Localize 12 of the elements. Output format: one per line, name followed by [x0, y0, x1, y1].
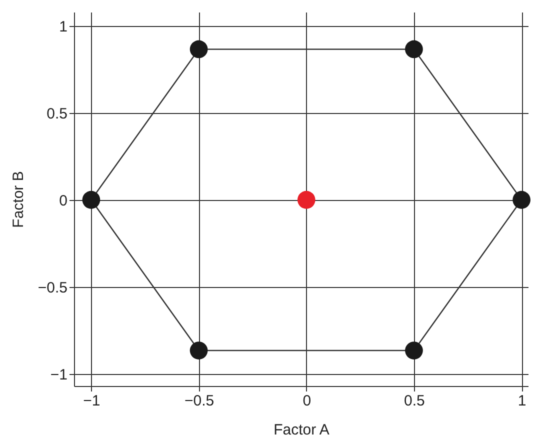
y-tick-label: 0 — [59, 192, 68, 210]
y-axis-title: Factor B — [10, 171, 27, 228]
x-axis-title: Factor A — [274, 422, 330, 438]
x-tick-label: −1 — [83, 392, 100, 410]
x-tick-label: 0.5 — [404, 392, 425, 410]
y-tick-label: −1 — [50, 366, 68, 384]
x-tick-label: 1 — [518, 392, 526, 410]
y-tick-label: 1 — [59, 18, 68, 36]
x-tick-label: −0.5 — [184, 392, 214, 410]
x-tick-label: 0 — [302, 392, 312, 410]
y-tick-label: 0.5 — [46, 105, 68, 122]
y-tick-label: −0.5 — [38, 279, 68, 296]
